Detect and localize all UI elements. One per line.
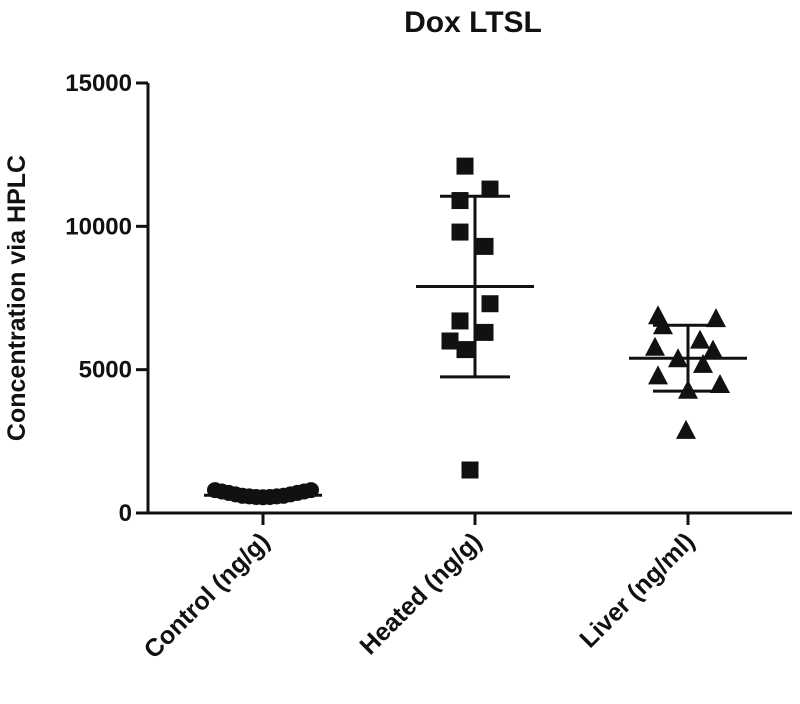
heated-point [456, 341, 474, 359]
heated-point [451, 312, 469, 330]
y-tick-label: 10000 [65, 213, 132, 240]
heated-point [476, 237, 494, 255]
liver-point [706, 308, 726, 328]
y-tick-label: 15000 [65, 70, 132, 97]
liver-point [710, 374, 730, 393]
heated-point [456, 157, 474, 175]
data-marks [204, 157, 747, 506]
heated-point [476, 323, 494, 341]
y-axis-label: Concentration via HPLC [3, 155, 31, 441]
heated-point [451, 192, 469, 210]
liver-point [676, 419, 696, 439]
x-tick-label: Liver (ng/ml) [574, 527, 700, 653]
y-tick-label: 5000 [79, 357, 132, 384]
x-tick-label: Control (ng/g) [139, 527, 276, 664]
heated-point [481, 180, 499, 198]
heated-point [461, 461, 479, 479]
liver-point [703, 339, 723, 359]
liver-point [648, 365, 668, 385]
heated-point [451, 223, 469, 241]
liver-point [693, 353, 713, 373]
x-tick-label: Heated (ng/g) [355, 527, 488, 660]
heated-point [481, 295, 499, 313]
heated-point [441, 332, 459, 350]
chart-title: Dox LTSL [404, 6, 542, 39]
liver-point [690, 329, 710, 349]
y-tick-label: 0 [119, 500, 132, 527]
liver-point [645, 336, 665, 356]
